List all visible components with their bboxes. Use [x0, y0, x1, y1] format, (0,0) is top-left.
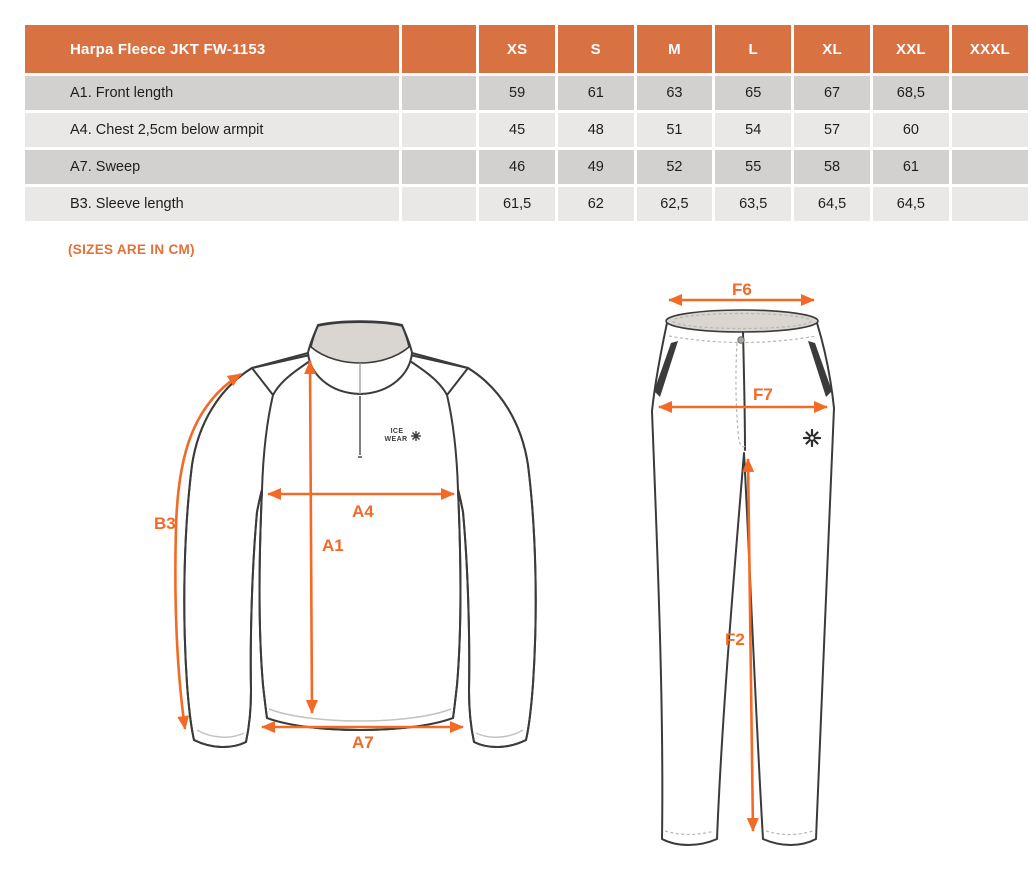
size-header-xxxl: XXXL: [951, 25, 1028, 73]
spacer-cell: [402, 76, 477, 110]
snowflake-logo: [802, 428, 822, 448]
left-pocket: [654, 341, 678, 397]
pants-silhouette: [651, 322, 835, 846]
value-cell: 60: [872, 113, 949, 147]
measurement-arrow-f2: F2: [725, 458, 759, 832]
svg-text:F7: F7: [753, 385, 773, 404]
header-spacer-cell: [402, 25, 477, 73]
value-cell: 62,5: [636, 187, 713, 221]
svg-text:B3: B3: [154, 514, 176, 533]
size-header-l: L: [715, 25, 792, 73]
value-cell: 57: [794, 113, 870, 147]
value-cell: 61: [872, 150, 949, 184]
sizes-unit-note: (SIZES ARE IN CM): [68, 242, 195, 257]
value-cell: 64,5: [794, 187, 870, 221]
value-cell: [951, 150, 1028, 184]
value-cell: 68,5: [872, 76, 949, 110]
value-cell: 51: [636, 113, 713, 147]
value-cell: 67: [794, 76, 870, 110]
value-cell: 54: [715, 113, 792, 147]
table-row-sleeve-length: B3. Sleeve length 61,5 62 62,5 63,5 64,5…: [25, 187, 1028, 221]
snowflake-icon: [411, 431, 421, 441]
size-header-xxl: XXL: [872, 25, 949, 73]
size-header-xs: XS: [479, 25, 555, 73]
svg-text:ICE: ICE: [391, 428, 404, 435]
value-cell: 65: [715, 76, 792, 110]
value-cell: 61: [558, 76, 634, 110]
measurement-arrow-a1: A1: [304, 360, 344, 714]
size-chart-header-row: Harpa Fleece JKT FW-1153 XS S M L XL XXL…: [25, 25, 1028, 73]
value-cell: 55: [715, 150, 792, 184]
measurement-arrow-b3: B3: [154, 372, 242, 730]
pants-diagram: F6 F7 F2: [651, 283, 835, 846]
size-header-s: S: [558, 25, 634, 73]
table-row-front-length: A1. Front length 59 61 63 65 67 68,5: [25, 76, 1028, 110]
measurement-arrow-a7: A7: [261, 721, 464, 752]
svg-text:A4: A4: [352, 502, 374, 521]
value-cell: 45: [479, 113, 555, 147]
svg-text:A1: A1: [322, 536, 344, 555]
size-header-m: M: [636, 25, 713, 73]
value-cell: 63,5: [715, 187, 792, 221]
value-cell: 61,5: [479, 187, 555, 221]
svg-text:A7: A7: [352, 733, 374, 752]
value-cell: 49: [558, 150, 634, 184]
spacer-cell: [402, 187, 477, 221]
value-cell: 64,5: [872, 187, 949, 221]
svg-text:WEAR: WEAR: [385, 436, 408, 443]
svg-text:F6: F6: [732, 283, 752, 299]
spacer-cell: [402, 113, 477, 147]
spacer-cell: [402, 150, 477, 184]
table-row-sweep: A7. Sweep 46 49 52 55 58 61: [25, 150, 1028, 184]
size-header-xl: XL: [794, 25, 870, 73]
svg-text:F2: F2: [725, 630, 745, 649]
value-cell: [951, 187, 1028, 221]
value-cell: 52: [636, 150, 713, 184]
measurement-arrow-a4: A4: [267, 488, 455, 521]
measurement-label: A7. Sweep: [25, 150, 400, 184]
value-cell: 62: [558, 187, 634, 221]
value-cell: [951, 113, 1028, 147]
value-cell: 59: [479, 76, 555, 110]
icewear-logo: ICE WEAR: [385, 428, 421, 443]
waist-button: [737, 336, 745, 344]
value-cell: [951, 76, 1028, 110]
value-cell: 63: [636, 76, 713, 110]
size-chart-table: Harpa Fleece JKT FW-1153 XS S M L XL XXL…: [22, 22, 1031, 224]
measurement-label: A4. Chest 2,5cm below armpit: [25, 113, 400, 147]
value-cell: 46: [479, 150, 555, 184]
measurement-arrow-f6: F6: [668, 283, 815, 306]
jacket-diagram: ICE WEAR B3 A1 A4 A7: [154, 320, 537, 752]
measurement-label: B3. Sleeve length: [25, 187, 400, 221]
table-row-chest: A4. Chest 2,5cm below armpit 45 48 51 54…: [25, 113, 1028, 147]
value-cell: 58: [794, 150, 870, 184]
measurement-arrow-f7: F7: [658, 385, 828, 413]
product-title: Harpa Fleece JKT FW-1153: [25, 25, 400, 73]
right-pocket: [808, 341, 832, 397]
jacket-collar-inner: [310, 321, 410, 364]
measurement-label: A1. Front length: [25, 76, 400, 110]
value-cell: 48: [558, 113, 634, 147]
